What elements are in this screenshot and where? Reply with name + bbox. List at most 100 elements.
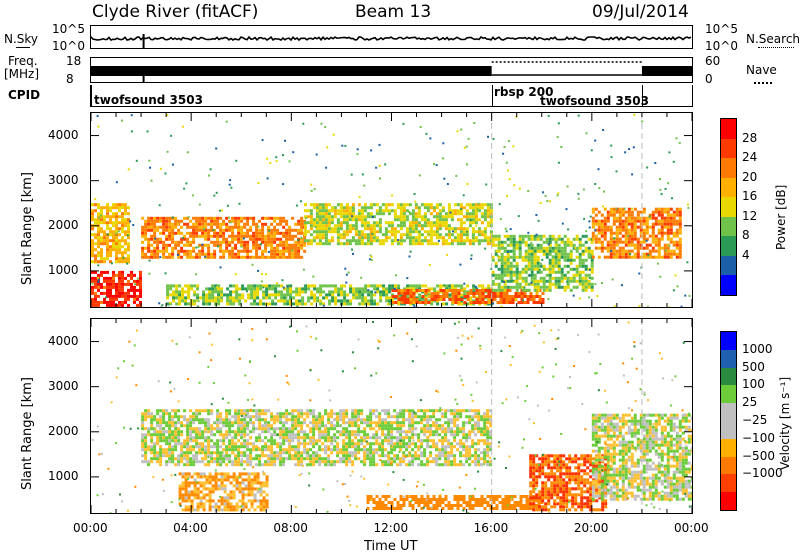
heat-cell <box>297 439 301 443</box>
heat-cell <box>330 424 334 428</box>
heat-cell <box>387 412 391 416</box>
heat-cell <box>216 430 220 434</box>
heat-cell <box>426 463 430 467</box>
heat-cell <box>216 463 220 467</box>
heat-cell <box>315 224 319 228</box>
heat-cell <box>417 457 421 461</box>
heat-cell <box>118 221 121 225</box>
heat-cell <box>195 219 199 223</box>
heat-cell <box>301 302 305 306</box>
heat-cell <box>575 237 579 241</box>
heat-cell <box>627 210 631 214</box>
heat-cell <box>496 295 500 298</box>
heat-cell <box>363 418 367 422</box>
heat-cell <box>285 246 289 250</box>
heat-scatter <box>456 130 459 133</box>
heat-cell <box>144 445 148 449</box>
heat-cell <box>192 457 196 461</box>
heat-cell <box>678 252 682 256</box>
heat-cell <box>315 218 319 222</box>
heat-cell <box>258 219 262 223</box>
heat-cell <box>270 415 274 419</box>
heat-cell <box>487 289 491 292</box>
heat-cell <box>489 209 493 213</box>
heat-cell <box>447 463 451 467</box>
heat-cell <box>291 237 295 241</box>
heat-cell <box>94 279 97 283</box>
heat-cell <box>411 460 415 464</box>
heat-scatter <box>442 142 445 145</box>
heat-cell <box>315 206 319 210</box>
heat-cell <box>186 448 190 452</box>
heat-cell <box>228 460 232 464</box>
heat-cell <box>426 242 430 246</box>
heat-scatter <box>257 225 260 228</box>
heat-cell <box>169 302 173 306</box>
heat-cell <box>444 212 448 216</box>
heat-cell <box>426 457 430 461</box>
heat-scatter <box>378 143 381 146</box>
heat-cell <box>297 457 301 461</box>
heat-cell <box>264 445 268 449</box>
heat-cell <box>282 240 286 244</box>
heat-cell <box>411 454 415 458</box>
heat-cell <box>115 203 118 207</box>
heat-cell <box>375 230 379 234</box>
heat-cell <box>435 442 439 446</box>
heat-scatter <box>292 151 295 154</box>
heat-cell <box>252 409 256 413</box>
heat-cell <box>336 239 340 243</box>
heat-cell <box>315 460 319 464</box>
power-colorbar <box>720 118 737 296</box>
heat-cell <box>512 240 516 244</box>
heat-cell <box>524 249 528 253</box>
heat-cell <box>339 409 343 413</box>
heat-cell <box>444 233 448 237</box>
heat-cell <box>153 448 157 452</box>
heat-cell <box>112 282 115 286</box>
heat-cell <box>360 460 364 464</box>
heat-cell <box>144 412 148 416</box>
heat-cell <box>487 284 491 288</box>
heat-cell <box>174 436 178 440</box>
heat-cell <box>432 457 436 461</box>
heat-cell <box>447 424 451 428</box>
heat-cell <box>282 243 286 247</box>
heat-cell <box>472 284 476 288</box>
heat-cell <box>127 230 130 234</box>
heat-cell <box>348 439 352 443</box>
heat-cell <box>255 409 259 413</box>
heat-cell <box>618 222 622 226</box>
heat-scatter <box>507 257 510 260</box>
heat-cell <box>453 209 457 213</box>
heat-cell <box>309 436 313 440</box>
heat-cell <box>97 233 100 237</box>
heat-cell <box>429 445 433 449</box>
heat-cell <box>237 424 241 428</box>
heat-cell <box>633 234 637 238</box>
heat-cell <box>180 415 184 419</box>
heat-cell <box>198 427 202 431</box>
heat-cell <box>198 448 202 452</box>
heat-cell <box>276 246 280 250</box>
heat-cell <box>489 218 493 222</box>
heat-cell <box>466 292 470 295</box>
heat-cell <box>439 289 443 292</box>
heat-cell <box>162 255 166 259</box>
heat-cell <box>109 239 112 243</box>
heat-cell <box>536 282 540 286</box>
heat-cell <box>253 284 257 288</box>
heat-scatter <box>282 183 285 186</box>
heat-cell <box>315 427 319 431</box>
heat-cell <box>112 236 115 240</box>
heat-cell <box>106 203 109 207</box>
heat-cell <box>533 258 537 262</box>
heat-cell <box>521 285 525 289</box>
heat-cell <box>391 284 395 288</box>
heat-cell <box>387 457 391 461</box>
heat-cell <box>494 273 498 277</box>
heat-scatter <box>161 304 164 307</box>
heat-cell <box>432 409 436 413</box>
heat-scatter <box>198 203 201 206</box>
heat-cell <box>530 267 534 271</box>
